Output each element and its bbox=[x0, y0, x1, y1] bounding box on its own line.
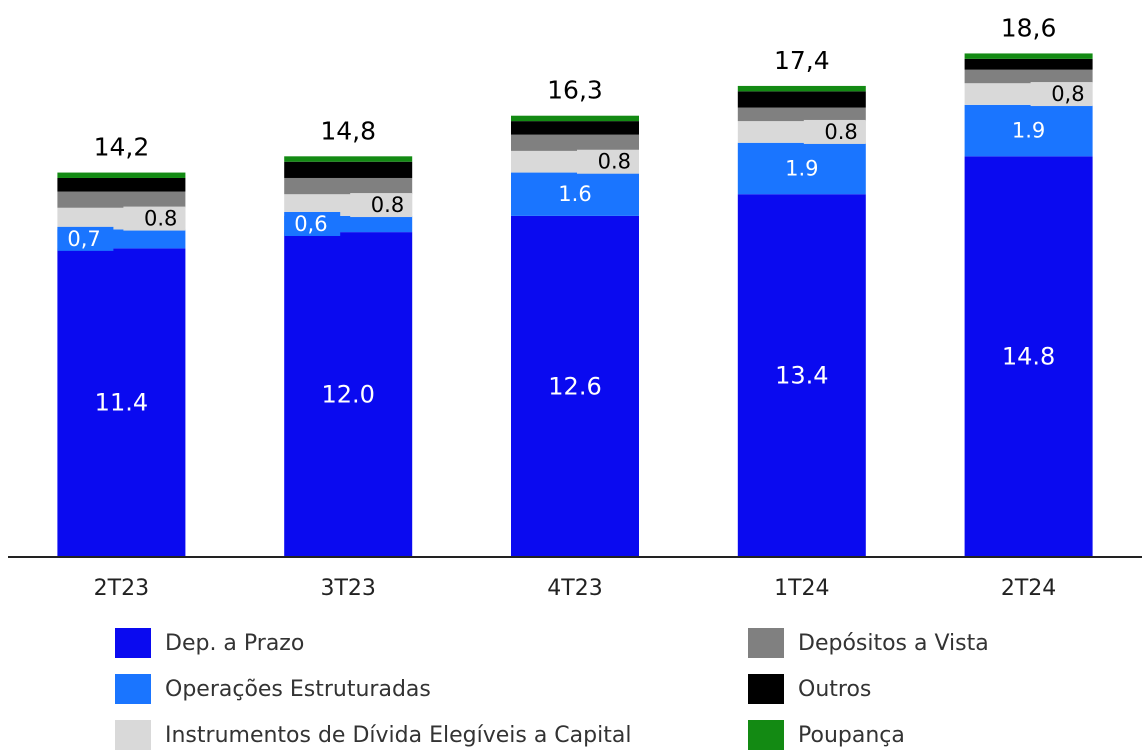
legend-label: Instrumentos de Dívida Elegíveis a Capit… bbox=[165, 723, 631, 748]
x-tick-label: 2T23 bbox=[94, 576, 149, 601]
label-bg bbox=[350, 193, 413, 218]
bar-segment bbox=[511, 215, 639, 557]
bar-segment bbox=[284, 177, 413, 195]
data-label: 12.0 bbox=[321, 381, 374, 409]
data-label: 1.6 bbox=[558, 182, 591, 206]
total-label: 17,4 bbox=[774, 46, 830, 75]
legend-swatch bbox=[748, 674, 784, 704]
bar-segment bbox=[57, 177, 186, 192]
label-bg bbox=[577, 149, 639, 174]
bar-segment bbox=[737, 85, 866, 92]
bar-segment bbox=[57, 191, 186, 208]
legend-label: Dep. a Prazo bbox=[165, 631, 304, 656]
x-tick-label: 3T23 bbox=[320, 576, 375, 601]
legend-label: Outros bbox=[798, 677, 871, 702]
x-tick-label: 1T24 bbox=[774, 576, 829, 601]
legend-swatch bbox=[748, 628, 784, 658]
x-tick-label: 4T23 bbox=[547, 576, 602, 601]
legend-swatch bbox=[115, 720, 151, 750]
data-label: 0.8 bbox=[371, 193, 404, 217]
x-tick-label: 2T24 bbox=[1001, 576, 1056, 601]
legend-swatch bbox=[115, 674, 151, 704]
label-bg bbox=[1030, 82, 1093, 107]
label-bg bbox=[57, 226, 114, 251]
bar-segment bbox=[737, 142, 866, 195]
bar-segment bbox=[511, 172, 639, 216]
total-label: 18,6 bbox=[1001, 13, 1057, 42]
data-label: 11.4 bbox=[95, 389, 148, 417]
bar-segment bbox=[284, 232, 413, 557]
legend-swatch bbox=[115, 628, 151, 658]
total-label: 14,8 bbox=[320, 116, 376, 145]
data-label: 1.9 bbox=[785, 157, 818, 181]
data-label: 0.8 bbox=[598, 150, 631, 174]
data-label: 12.6 bbox=[548, 372, 601, 400]
data-label: 0,7 bbox=[67, 227, 100, 251]
total-label: 16,3 bbox=[547, 76, 603, 105]
bar-segment bbox=[57, 248, 186, 558]
label-bg bbox=[803, 119, 866, 144]
data-label: 0.8 bbox=[144, 207, 177, 231]
legend-label: Operações Estruturadas bbox=[165, 677, 431, 702]
bar-segment bbox=[964, 69, 1093, 84]
bar-segment bbox=[964, 104, 1093, 157]
bar-segment bbox=[737, 91, 866, 108]
bar-segment bbox=[511, 121, 639, 135]
data-label: 1.9 bbox=[1012, 119, 1045, 143]
bar-segment bbox=[284, 161, 413, 178]
data-label: 0.8 bbox=[824, 120, 857, 144]
bar-segment bbox=[511, 115, 639, 122]
bar-segment bbox=[511, 134, 639, 151]
bar-segment bbox=[57, 172, 186, 178]
data-label: 13.4 bbox=[775, 362, 828, 390]
legend-label: Poupança bbox=[798, 723, 905, 748]
bar-segment bbox=[737, 107, 866, 122]
data-label: 0,6 bbox=[294, 212, 327, 236]
bar-segment bbox=[737, 194, 866, 557]
bar-segment bbox=[964, 53, 1093, 59]
bar-segment bbox=[284, 156, 413, 162]
bar-segment bbox=[964, 156, 1093, 557]
total-label: 14,2 bbox=[94, 133, 150, 162]
data-label: 0,8 bbox=[1051, 82, 1084, 106]
legend-swatch bbox=[748, 720, 784, 750]
bar-segment bbox=[964, 58, 1093, 70]
label-bg bbox=[123, 206, 186, 231]
label-bg bbox=[284, 212, 341, 236]
legend-label: Depósitos a Vista bbox=[798, 631, 989, 656]
data-label: 14.8 bbox=[1002, 343, 1055, 371]
